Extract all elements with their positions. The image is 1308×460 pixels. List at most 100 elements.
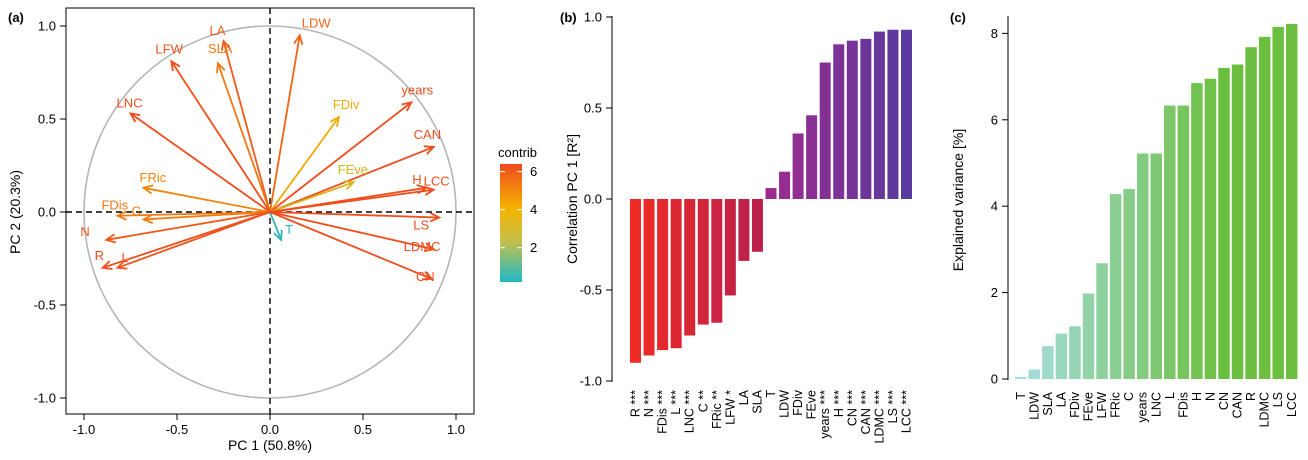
variance-bar <box>1245 47 1257 379</box>
vector-arrowhead <box>104 233 117 244</box>
legend-tick-label: 6 <box>530 164 537 179</box>
correlation-bar-panel: (b) 1.0 0.5 0.0 -0.5 -1.0 R *** N *** FDis ***… <box>560 10 914 444</box>
y-tick-label: -1.0 <box>580 374 602 389</box>
vector-label: CAN <box>414 127 441 142</box>
loading-vector-lfw: LFW <box>155 41 271 213</box>
loading-vector-fdiv: FDiv <box>269 97 360 213</box>
vector-line <box>269 101 412 213</box>
correlation-bar <box>765 188 777 199</box>
correlation-x-label: LNC *** <box>683 390 697 433</box>
vector-arrowhead <box>423 242 436 253</box>
variance-bar <box>1109 194 1122 379</box>
vector-label: T <box>285 222 293 237</box>
correlation-x-label: LCC *** <box>900 390 914 433</box>
y-tick-label: 0.0 <box>584 192 602 207</box>
vector-line <box>269 211 434 251</box>
biplot-x-axis-label: PC 1 (50.8%) <box>228 437 312 453</box>
vector-arrowhead <box>423 185 436 196</box>
vector-arrowhead <box>423 145 436 155</box>
variance-bars <box>1015 23 1298 380</box>
variance-x-label: T <box>1014 392 1028 400</box>
variance-x-label: R <box>1244 392 1258 401</box>
vector-label: L <box>121 250 128 265</box>
vector-label: SLA <box>208 41 233 56</box>
correlation-bar <box>684 199 696 336</box>
correlation-bars <box>630 29 912 363</box>
vector-label: FRic <box>140 170 167 185</box>
loading-vector-l: L <box>115 211 271 270</box>
legend-color-bar <box>500 164 522 282</box>
vector-label: LDMC <box>404 239 441 254</box>
panel-label-c: (c) <box>950 10 966 25</box>
vector-arrowhead <box>115 210 127 221</box>
correlation-x-label: FDiv <box>791 389 805 415</box>
vector-arrowhead <box>329 115 341 128</box>
correlation-x-label: T <box>764 390 778 398</box>
panel-label-b: (b) <box>560 10 577 25</box>
vector-arrowhead <box>216 61 226 74</box>
correlation-x-label: L *** <box>669 390 683 415</box>
variance-x-label: C <box>1122 392 1136 401</box>
loading-vector-ldmc: LDMC <box>269 211 441 254</box>
x-tick-label: 0.5 <box>354 422 372 437</box>
correlation-x-label: LDW <box>778 390 792 418</box>
loading-vector-t: T <box>269 211 293 242</box>
y-tick-label: 0 <box>991 372 998 387</box>
loading-vector-feve: FEve <box>269 162 368 213</box>
correlation-bar <box>901 29 912 199</box>
vector-arrowhead <box>115 260 128 270</box>
correlation-x-label: N *** <box>642 390 656 417</box>
correlation-bar <box>697 199 709 325</box>
variance-bar <box>1150 153 1162 379</box>
correlation-x-label: H *** <box>832 390 846 417</box>
variance-bar <box>1136 153 1149 379</box>
variance-x-label: LNC <box>1149 392 1163 417</box>
correlation-x-label: LDMC *** <box>872 390 886 444</box>
variance-x-label: FDis <box>1176 392 1190 418</box>
vector-line <box>269 211 433 280</box>
contrib-legend: contrib 6 4 2 <box>498 145 537 282</box>
variance-y-axis-label: Explained variance [%] <box>950 129 966 271</box>
y-tick-label: 2 <box>991 285 998 300</box>
pca-biplot-panel: (a) -1.0 -0.5 0.0 0.5 1.0 1.00.50.0-0.5-1.0 … <box>7 7 475 453</box>
y-tick-label: 0.5 <box>38 112 56 127</box>
vector-label: LDW <box>302 15 332 30</box>
y-tick-label: 8 <box>991 26 998 41</box>
correlation-x-label: C ** <box>696 390 710 412</box>
vector-label: FEve <box>338 162 368 177</box>
correlation-bar <box>630 199 641 363</box>
vector-line <box>170 60 271 213</box>
x-tick-label: 1.0 <box>447 422 465 437</box>
correlation-x-label: FDis *** <box>656 390 670 434</box>
loading-vector-h: H <box>269 172 429 213</box>
vector-arrowhead <box>220 38 231 51</box>
variance-x-label: LCC <box>1285 392 1299 417</box>
vector-label: years <box>401 82 433 97</box>
variance-bar <box>1096 263 1108 379</box>
correlation-bar <box>779 171 791 199</box>
correlation-bar <box>792 133 804 199</box>
variance-x-label: FEve <box>1082 392 1096 421</box>
correlation-x-label: SLA <box>750 389 764 413</box>
correlation-bar <box>833 44 845 199</box>
legend-tick-label: 4 <box>530 202 537 217</box>
variance-x-label: years <box>1136 392 1150 423</box>
variance-x-label: CN <box>1217 392 1231 410</box>
x-tick-label: -0.5 <box>166 422 188 437</box>
biplot-y-axis-label: PC 2 (20.3%) <box>7 170 23 254</box>
correlation-x-label: CN *** <box>845 390 859 426</box>
vector-line <box>129 112 271 213</box>
variance-bar <box>1258 36 1271 380</box>
correlation-x-label: CAN *** <box>859 390 873 435</box>
vector-arrowhead <box>401 100 414 112</box>
loading-vector-ldw: LDW <box>269 15 332 213</box>
vector-label: H <box>412 172 421 187</box>
correlation-bar <box>887 29 899 199</box>
correlation-bar <box>657 199 669 351</box>
correlation-y-axis-label: Correlation PC 1 [R²] <box>564 134 580 264</box>
y-tick-label: 6 <box>991 112 998 127</box>
variance-y-ticks: 8 6 4 2 0 <box>991 26 1008 387</box>
variance-x-label: LS <box>1271 392 1285 407</box>
correlation-y-ticks: 1.0 0.5 0.0 -0.5 -1.0 <box>580 10 612 389</box>
